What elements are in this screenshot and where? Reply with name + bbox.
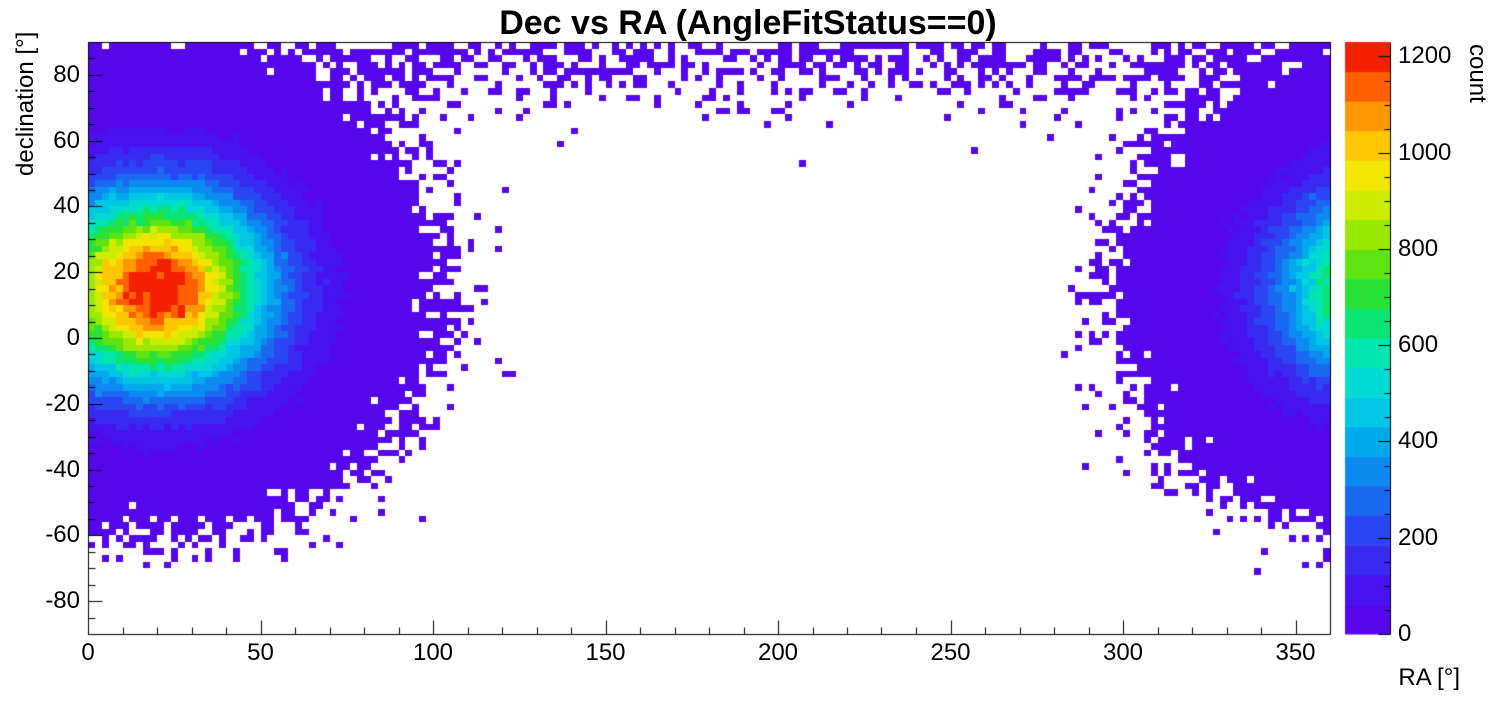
y-tick-label: 40	[53, 192, 80, 220]
x-tick-label: 50	[247, 639, 274, 666]
x-tick-label: 300	[1102, 639, 1144, 666]
colorbar-tick-label: 800	[1398, 234, 1439, 262]
colorbar-tick-label: 200	[1398, 523, 1439, 551]
y-tick-label: 20	[53, 258, 80, 286]
x-tick-label: 100	[412, 639, 454, 666]
y-tick-label: -40	[45, 455, 80, 483]
y-tick-label: -20	[45, 389, 80, 417]
colorbar-tick-label: 0	[1398, 620, 1412, 647]
x-tick-label: 200	[757, 639, 799, 666]
y-tick-label: 0	[66, 324, 80, 351]
x-tick-label: 250	[930, 639, 971, 666]
y-tick-label: 80	[53, 60, 80, 88]
x-tick-label: 350	[1275, 639, 1316, 666]
colorbar-tick-label: 1200	[1398, 42, 1452, 70]
colorbar-tick-label: 400	[1398, 427, 1439, 455]
colorbar-tick-label: 600	[1398, 331, 1439, 359]
y-tick-label: -80	[45, 587, 80, 615]
y-axis-title: declination [°]	[12, 31, 39, 176]
colorbar-tick-label: 1000	[1398, 138, 1452, 166]
x-axis-title: RA [°]	[1398, 664, 1460, 691]
y-tick-label: -60	[45, 521, 80, 549]
chart-title: Dec vs RA (AngleFitStatus==0)	[499, 4, 997, 42]
y-tick-label: 60	[53, 126, 80, 154]
x-tick-label: 150	[585, 639, 626, 666]
x-tick-label: 0	[81, 639, 95, 666]
